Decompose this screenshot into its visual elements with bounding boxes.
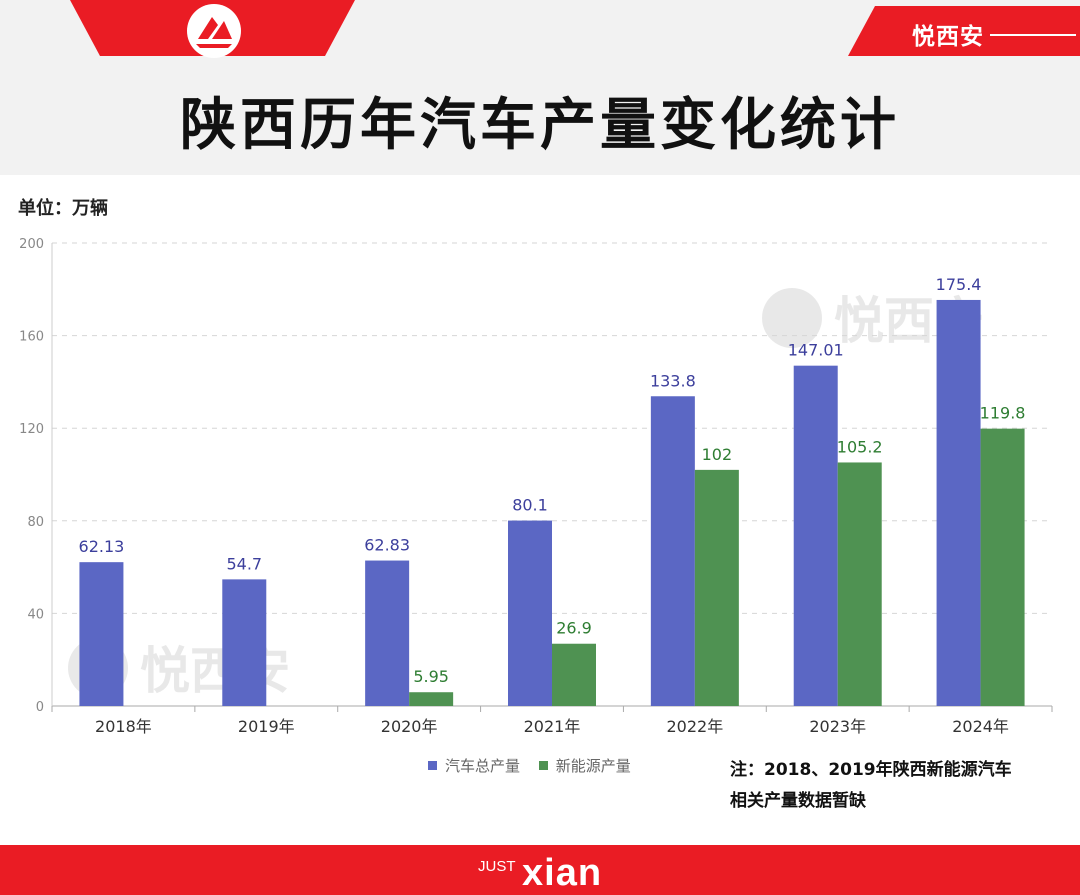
page-title: 陕西历年汽车产量变化统计	[180, 93, 900, 158]
y-tick-label: 0	[36, 700, 44, 715]
footer-logo: JUST xian	[478, 852, 602, 894]
y-tick-label: 40	[27, 607, 44, 622]
data-label-total: 175.4	[936, 275, 982, 294]
data-label-nev: 119.8	[980, 404, 1026, 423]
x-tick-label: 2019年	[238, 717, 295, 736]
footer-bar: JUST xian	[0, 845, 1080, 895]
y-tick-label: 200	[19, 237, 44, 252]
footer-logo-small: JUST	[478, 858, 516, 875]
data-label-nev: 105.2	[837, 437, 883, 456]
data-label-nev: 26.9	[556, 619, 592, 638]
unit-label: 单位：万辆	[18, 198, 108, 219]
data-label-total: 62.13	[79, 537, 125, 556]
legend-item-total[interactable]: 汽车总产量	[428, 755, 520, 776]
bar-total	[365, 560, 410, 706]
data-label-total: 62.83	[364, 536, 410, 555]
bar-nev	[409, 692, 454, 706]
bar-total	[793, 365, 838, 706]
footer-logo-big: xian	[522, 852, 602, 894]
bar-total	[79, 562, 124, 706]
bars	[79, 299, 1025, 706]
y-tick-label: 120	[19, 422, 44, 437]
x-tick-label: 2018年	[95, 717, 152, 736]
legend: 汽车总产量 新能源产量	[428, 755, 645, 776]
watermark-text: 悦西安	[140, 642, 290, 700]
x-tick-label: 2020年	[381, 717, 438, 736]
footnote-line-1: 注：2018、2019年陕西新能源汽车	[730, 760, 1012, 780]
bar-total	[508, 520, 552, 706]
brand-tab-shape	[848, 6, 1080, 56]
legend-swatch-total	[428, 761, 437, 770]
header-tabs	[70, 0, 1080, 58]
x-tick-label: 2022年	[666, 717, 723, 736]
data-label-nev: 102	[702, 445, 733, 464]
y-tick-label: 80	[27, 515, 44, 530]
x-tick-label: 2024年	[952, 717, 1009, 736]
brand-underline	[990, 34, 1076, 36]
data-label-total: 54.7	[226, 554, 262, 573]
bar-nev	[552, 643, 596, 706]
legend-item-nev[interactable]: 新能源产量	[538, 755, 631, 776]
data-label-total: 133.8	[650, 371, 696, 390]
bar-total	[936, 299, 981, 706]
legend-label-nev: 新能源产量	[555, 757, 631, 775]
footnote: 注：2018、2019年陕西新能源汽车 相关产量数据暂缺	[730, 755, 1070, 817]
data-label-nev: 5.95	[413, 667, 449, 686]
bar-nev	[694, 469, 739, 706]
x-tick-label: 2021年	[524, 717, 581, 736]
data-label-total: 80.1	[512, 496, 548, 515]
x-tick-label: 2023年	[809, 717, 866, 736]
data-labels: 62.13 54.7 62.83 5.95 80.1 26.9 133.8 102 147.01…	[79, 275, 1026, 686]
brand-name: 悦西安	[912, 24, 984, 50]
legend-swatch-nev	[538, 761, 548, 770]
watermark-logo-icon	[762, 288, 822, 348]
bar-total	[650, 396, 695, 706]
data-label-total: 147.01	[788, 341, 844, 360]
logo-icon	[187, 4, 241, 58]
bar-total	[222, 579, 267, 706]
y-tick-label: 160	[19, 330, 44, 345]
footnote-line-2: 相关产量数据暂缺	[730, 791, 866, 811]
bar-nev	[837, 462, 882, 706]
bar-nev	[980, 428, 1025, 706]
legend-label-total: 汽车总产量	[445, 757, 521, 775]
